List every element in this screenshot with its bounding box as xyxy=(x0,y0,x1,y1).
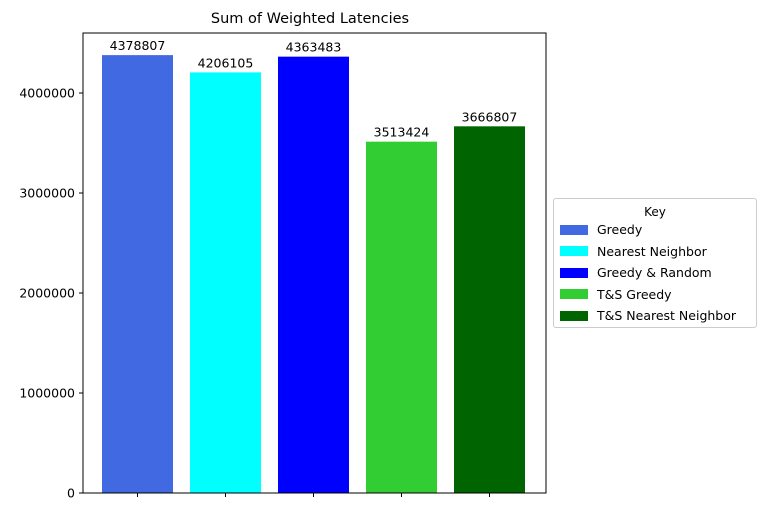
bar-value-label-3: 3513424 xyxy=(374,125,430,140)
legend-item-0: Greedy xyxy=(554,219,756,241)
bar-1 xyxy=(190,72,261,494)
bar-0 xyxy=(102,55,173,494)
y-tick-label-3: 3000000 xyxy=(19,186,75,201)
bars-group xyxy=(102,55,525,494)
legend-label-1: Nearest Neighbor xyxy=(597,243,707,259)
bar-value-label-1: 4206105 xyxy=(198,55,254,70)
y-tick-label-1: 1000000 xyxy=(19,386,75,401)
legend-title: Key xyxy=(644,205,666,219)
legend-label-2: Greedy & Random xyxy=(597,265,712,281)
bar-value-label-2: 4363483 xyxy=(286,40,342,55)
legend-items: Greedy Nearest Neighbor Greedy & Random T&S… xyxy=(554,219,756,327)
value-labels-group: 4378807 4206105 4363483 3513424 3666807 xyxy=(110,38,518,140)
bar-3 xyxy=(366,141,437,493)
y-tick-label-4: 4000000 xyxy=(19,86,75,101)
legend-item-4: T&S Nearest Neighbor xyxy=(554,305,756,327)
y-tick-label-0: 0 xyxy=(67,486,75,501)
legend-swatch-3 xyxy=(560,289,588,300)
legend-label-0: Greedy xyxy=(597,222,643,238)
legend-label-4: T&S Nearest Neighbor xyxy=(597,308,737,324)
bar-value-label-0: 4378807 xyxy=(110,38,166,53)
legend: Key Greedy Nearest Neighbor Greedy & Rando… xyxy=(553,198,757,328)
legend-label-3: T&S Greedy xyxy=(597,286,672,302)
bar-4 xyxy=(454,126,525,493)
legend-item-2: Greedy & Random xyxy=(554,262,756,284)
legend-swatch-0 xyxy=(560,224,588,235)
legend-swatch-2 xyxy=(560,267,588,278)
y-axis: 0 1000000 2000000 3000000 4000000 xyxy=(19,86,83,501)
legend-swatch-1 xyxy=(560,246,588,257)
y-tick-label-2: 2000000 xyxy=(19,286,75,301)
legend-item-1: Nearest Neighbor xyxy=(554,241,756,263)
legend-swatch-4 xyxy=(560,310,588,321)
x-axis xyxy=(137,493,490,497)
chart-title: Sum of Weighted Latencies xyxy=(211,11,409,27)
bar-2 xyxy=(278,56,349,493)
legend-item-3: T&S Greedy xyxy=(554,284,756,306)
plot-frame xyxy=(82,32,547,494)
bar-value-label-4: 3666807 xyxy=(462,109,518,124)
